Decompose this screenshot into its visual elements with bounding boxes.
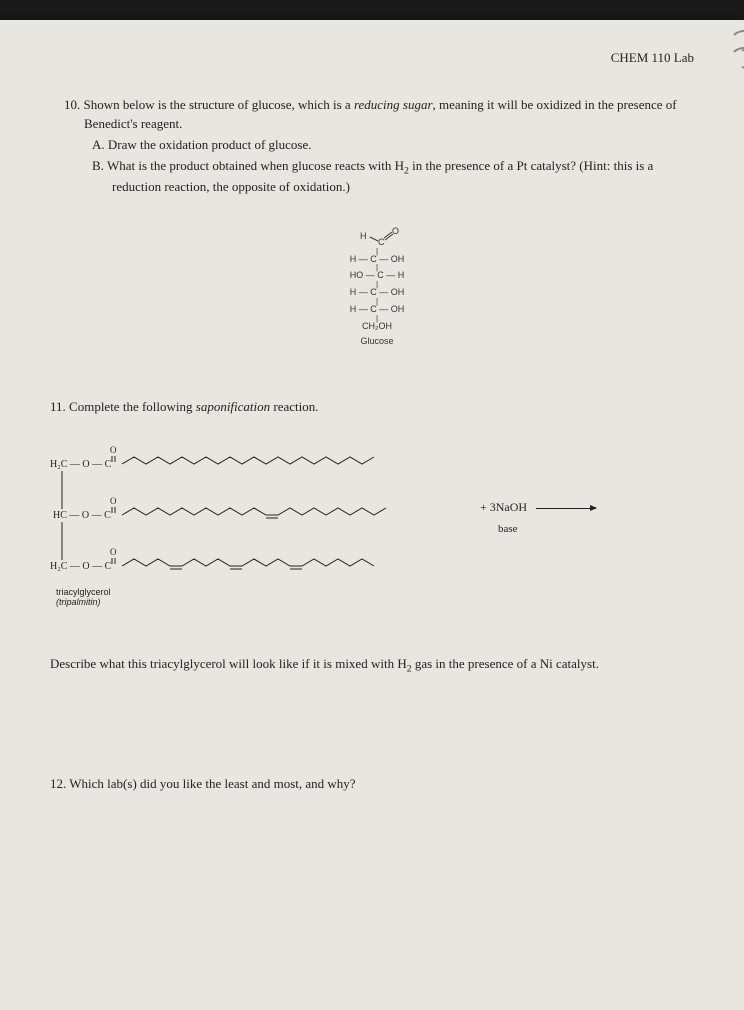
reaction-arrow-icon — [536, 508, 596, 509]
triacylglycerol-label: triacylglycerol (tripalmitin) — [56, 587, 111, 607]
worksheet-page: CHEM 110 Lab 10. Shown below is the stru… — [0, 20, 744, 1010]
tri-label-a: triacylglycerol — [56, 587, 111, 597]
q10-part-b: B. What is the product obtained when glu… — [112, 157, 704, 198]
q12-number: 12. — [50, 776, 66, 791]
svg-text:HC — O — C: HC — O — C — [53, 510, 111, 521]
q10-b-text-a: What is the product obtained when glucos… — [107, 158, 404, 173]
triacylglycerol-structure-icon: H₂C — O — C HC — O — C H₂C — O — C O O O — [50, 445, 470, 600]
tri-label-b: (tripalmitin) — [56, 597, 111, 607]
reagent-base: base — [498, 523, 596, 535]
question-11: 11. Complete the following saponificatio… — [50, 398, 704, 417]
glucose-label: Glucose — [297, 336, 457, 348]
svg-text:H₂C — O — C: H₂C — O — C — [50, 561, 112, 572]
q11-number: 11. — [50, 399, 66, 414]
svg-text:C: C — [378, 237, 385, 245]
reaction-reagent: + 3NaOH base — [480, 500, 596, 535]
spiral-binding-icon — [732, 30, 744, 70]
svg-text:O: O — [110, 547, 117, 557]
q11-text-a: Complete the following — [69, 399, 196, 414]
svg-text:O: O — [110, 445, 117, 455]
q11-text-b: reaction. — [270, 399, 318, 414]
desc-text-b: gas in the presence of a Ni catalyst. — [412, 656, 599, 671]
q11-describe: Describe what this triacylglycerol will … — [50, 655, 704, 676]
question-10: 10. Shown below is the structure of gluc… — [50, 96, 704, 197]
q10-text: Shown below is the structure of glucose,… — [84, 97, 677, 131]
svg-text:O: O — [110, 496, 117, 506]
svg-text:H₂C — O — C: H₂C — O — C — [50, 459, 112, 470]
svg-text:O: O — [392, 226, 399, 236]
q10-b-text: What is the product obtained when glucos… — [107, 158, 653, 195]
svg-text:H: H — [360, 231, 367, 241]
q11-term: saponification — [196, 399, 270, 414]
triacylglycerol-reaction: H₂C — O — C HC — O — C H₂C — O — C O O O — [50, 445, 704, 605]
q10-a-text: Draw the oxidation product of glucose. — [108, 137, 312, 152]
course-header: CHEM 110 Lab — [50, 50, 704, 66]
question-12: 12. Which lab(s) did you like the least … — [50, 776, 704, 792]
glucose-aldehyde-icon: H C O — [297, 225, 457, 249]
glucose-tail: CH₂OH — [297, 321, 457, 333]
q10-text-a: Shown below is the structure of glucose,… — [84, 97, 354, 112]
q10-a-label: A. — [92, 137, 105, 152]
q10-number: 10. — [64, 97, 80, 112]
q10-b-label: B. — [92, 158, 104, 173]
q10-term: reducing sugar — [354, 97, 433, 112]
glucose-structure: H C O | H — C — OH | HO — C — H | H — C … — [297, 225, 457, 348]
desc-text-a: Describe what this triacylglycerol will … — [50, 656, 407, 671]
q12-text: Which lab(s) did you like the least and … — [69, 776, 355, 791]
q10-part-a: A. Draw the oxidation product of glucose… — [112, 136, 704, 155]
reagent-text: + 3NaOH — [480, 500, 527, 514]
